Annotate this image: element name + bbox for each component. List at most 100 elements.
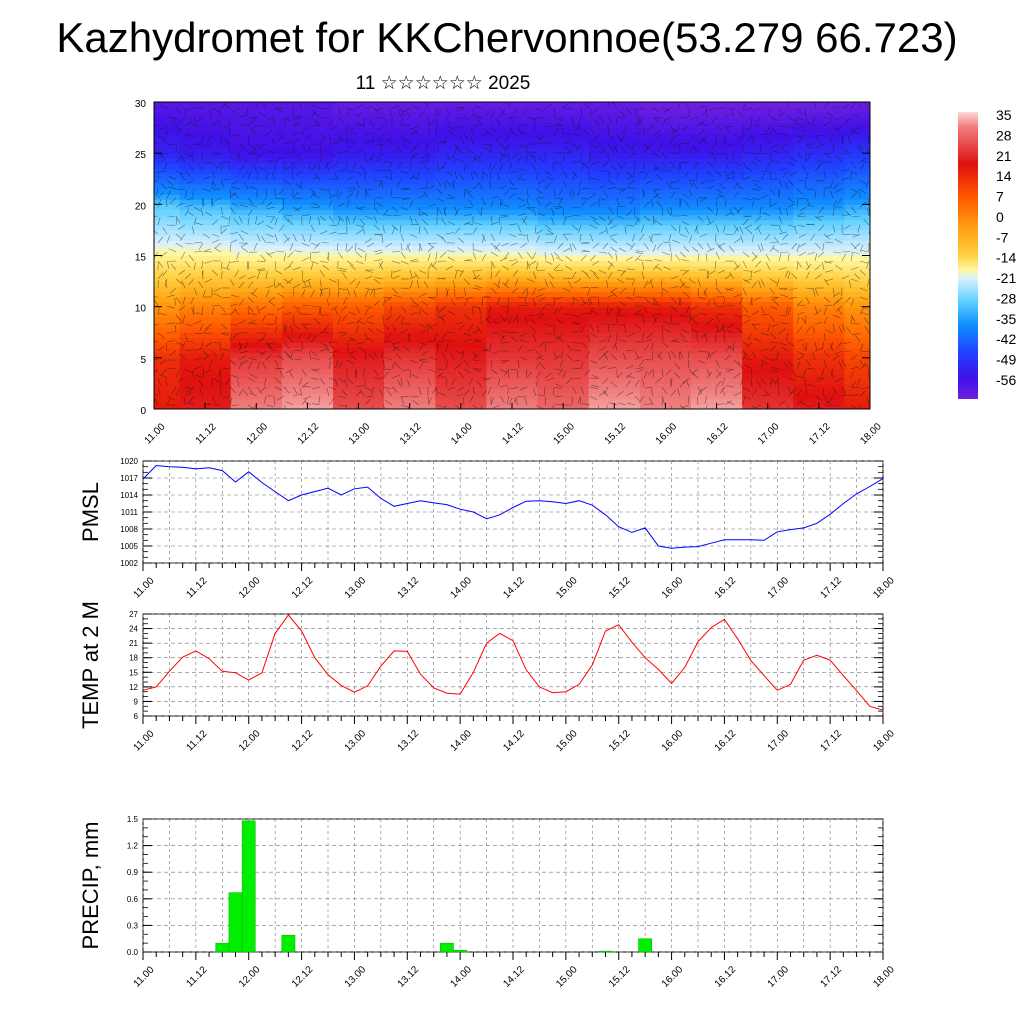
- wind-barb: [610, 381, 618, 388]
- wind-barb: [283, 325, 287, 334]
- wind-barb: [737, 134, 744, 142]
- wind-barb: [238, 341, 242, 350]
- heatmap-cell: [793, 357, 845, 364]
- wind-barb: [670, 161, 676, 170]
- wind-barb: [154, 141, 159, 145]
- wind-barb: [414, 218, 420, 226]
- wind-barb: [537, 179, 546, 185]
- wind-barb: [850, 251, 859, 254]
- heatmap-cell: [639, 142, 692, 149]
- heatmap-cell: [844, 112, 870, 118]
- heatmap-cell: [230, 357, 283, 364]
- wind-barb: [208, 359, 213, 368]
- wind-barb: [445, 116, 451, 125]
- wind-barb: [289, 325, 294, 334]
- wind-barb: [167, 260, 177, 262]
- heatmap-cell: [742, 306, 794, 313]
- wind-barb: [499, 163, 504, 172]
- wind-barb: [726, 400, 735, 406]
- wind-barb: [463, 339, 472, 343]
- wind-barb: [751, 179, 760, 182]
- heatmap-cell: [742, 204, 794, 210]
- wind-barb: [222, 125, 231, 129]
- wind-barb: [277, 134, 285, 141]
- wind-barb: [382, 169, 392, 172]
- wind-barb: [309, 233, 312, 242]
- wind-barb: [607, 116, 613, 125]
- wind-barb: [211, 170, 216, 179]
- wind-barb: [418, 307, 422, 316]
- wind-barb: [211, 121, 219, 127]
- wind-barb: [814, 321, 823, 325]
- wind-barb: [573, 133, 582, 136]
- wind-barb: [186, 132, 195, 136]
- heatmap-xtick-label: 12.00: [245, 421, 271, 447]
- wind-barb: [283, 278, 291, 284]
- wind-barb: [476, 326, 483, 334]
- heatmap-cell: [691, 301, 743, 308]
- wind-barb: [589, 152, 591, 162]
- heatmap-cell: [639, 265, 692, 272]
- heatmap-cell: [281, 122, 334, 129]
- wind-barb: [796, 212, 805, 217]
- heatmap-cell: [154, 204, 181, 210]
- wind-barb: [510, 187, 519, 190]
- wind-barb: [688, 134, 697, 140]
- wind-barb: [184, 368, 193, 373]
- heatmap-cell: [333, 306, 385, 313]
- wind-barb: [807, 223, 816, 226]
- wind-barb: [733, 260, 739, 268]
- wind-barb: [472, 353, 479, 361]
- heatmap-cell: [844, 148, 870, 154]
- wind-barb: [400, 316, 404, 325]
- wind-barb: [274, 325, 278, 334]
- wind-barb: [181, 341, 186, 350]
- heatmap-cell: [384, 199, 436, 205]
- wind-barb: [859, 244, 864, 253]
- wind-barb: [536, 269, 546, 271]
- heatmap-cell: [742, 270, 794, 277]
- wind-barb: [402, 188, 411, 191]
- wind-barb: [418, 344, 424, 352]
- wind-barb: [799, 206, 807, 212]
- heatmap-cell: [179, 229, 232, 236]
- wind-barb: [201, 270, 204, 280]
- wind-barb: [675, 125, 681, 133]
- wind-barb: [823, 404, 832, 407]
- wind-barb: [526, 368, 528, 378]
- wind-barb: [713, 298, 717, 307]
- wind-barb: [697, 138, 705, 145]
- wind-barb: [526, 278, 535, 283]
- wind-barb: [355, 368, 357, 378]
- wind-barb: [519, 339, 528, 343]
- wind-barb: [190, 296, 195, 305]
- wind-barb: [680, 214, 690, 217]
- wind-barb: [274, 217, 278, 226]
- wind-barb: [549, 280, 555, 289]
- wind-barb: [223, 138, 231, 145]
- wind-barb: [385, 332, 393, 339]
- wind-barb: [357, 123, 366, 127]
- heatmap-cell: [742, 301, 794, 308]
- wind-barb: [571, 224, 579, 231]
- heatmap-cell: [154, 393, 181, 400]
- wind-barb: [184, 242, 193, 245]
- wind-barb: [294, 152, 303, 157]
- wind-barb: [787, 390, 795, 397]
- wind-barb: [371, 152, 375, 161]
- heatmap-cell: [486, 393, 539, 400]
- wind-barb: [798, 125, 807, 129]
- wind-barb: [389, 109, 393, 118]
- wind-barb: [463, 188, 472, 193]
- wind-barb: [283, 166, 291, 172]
- wind-barb: [231, 202, 240, 208]
- heatmap-cell: [691, 265, 743, 272]
- wind-barb: [709, 269, 717, 275]
- wind-barb: [574, 125, 582, 132]
- heatmap-cell: [384, 306, 436, 313]
- wind-barb: [736, 327, 744, 334]
- heatmap-cell: [179, 337, 232, 344]
- heatmap-cell: [384, 286, 436, 292]
- heatmap-cell: [639, 388, 692, 395]
